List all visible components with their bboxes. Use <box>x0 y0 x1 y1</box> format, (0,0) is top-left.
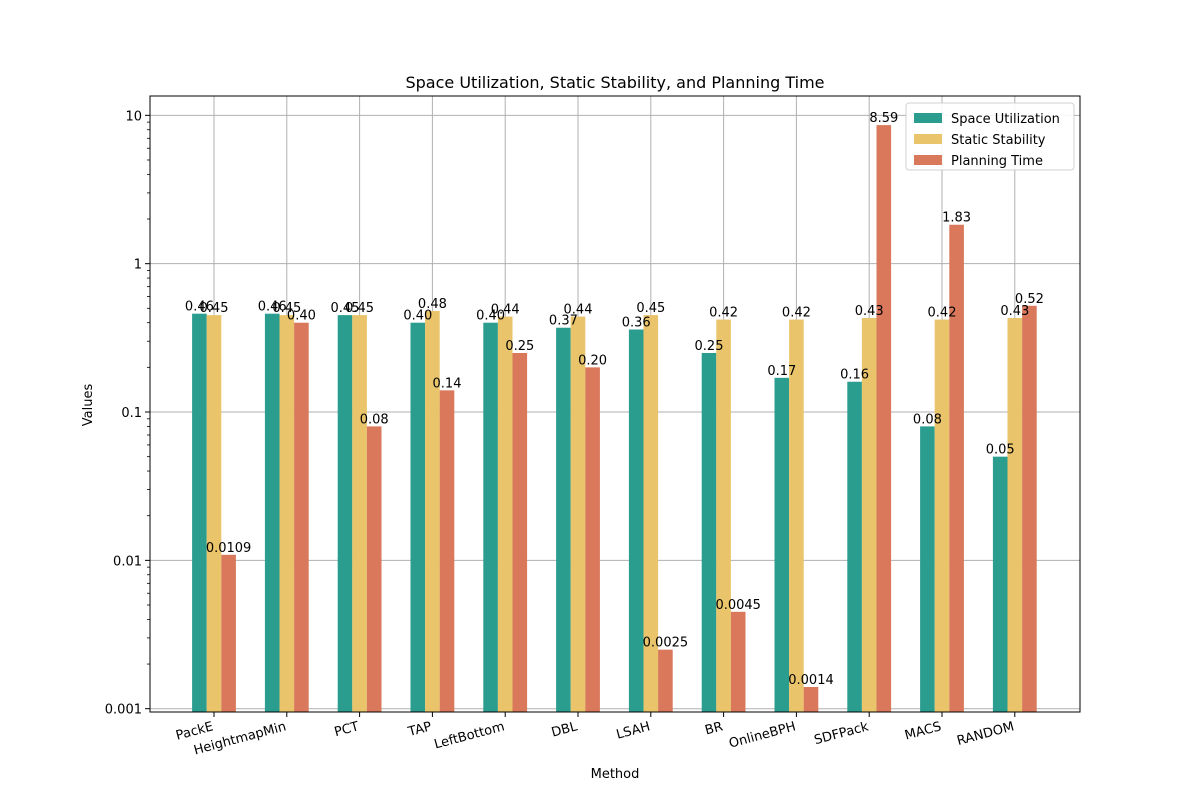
legend-box <box>905 102 1075 171</box>
bar <box>949 224 964 712</box>
bar-value-label: 0.44 <box>564 303 593 318</box>
bar <box>294 322 309 712</box>
bar-value-label: 0.45 <box>272 301 301 316</box>
bar-value-label: 0.42 <box>928 306 957 321</box>
bar-value-label: 0.48 <box>418 297 447 312</box>
legend-swatch <box>914 134 942 144</box>
bar-value-label: 0.44 <box>491 303 520 318</box>
x-tick-label: TAP <box>406 719 434 740</box>
legend: Space Utilization Static Stability Plannin… <box>905 102 1075 171</box>
bar-value-label: 0.08 <box>360 412 389 427</box>
bar-value-label: 0.17 <box>767 364 796 379</box>
y-tick-label: 0.001 <box>105 703 142 718</box>
legend-swatch <box>914 155 942 165</box>
x-axis-label: Method <box>591 767 640 782</box>
bar <box>585 367 600 712</box>
bar <box>1007 318 1023 712</box>
bar-value-label: 0.45 <box>331 301 360 316</box>
bar-value-label: 0.16 <box>840 368 869 383</box>
chart-title: Space Utilization, Static Stability, and… <box>405 73 824 92</box>
bar <box>803 687 819 712</box>
bar-value-label: 0.42 <box>709 306 738 321</box>
x-tick-label: DBL <box>550 719 580 740</box>
y-tick-label: 10 <box>125 109 142 124</box>
bar <box>512 352 528 712</box>
bar <box>483 322 498 712</box>
bar <box>920 426 935 712</box>
bar <box>658 649 673 712</box>
y-tick-label: 1 <box>134 258 142 273</box>
bar-value-label: 0.40 <box>403 309 432 324</box>
bar <box>264 313 280 712</box>
bar-value-labels: 0.46 0.46 0.450.40 0.40 0.37 0.360.250.17 0.16… <box>185 111 1044 688</box>
legend-swatch <box>914 113 942 123</box>
y-tick-label: 0.01 <box>113 554 142 569</box>
bar <box>628 329 644 712</box>
bar-value-label: 0.45 <box>200 301 229 316</box>
bar <box>366 426 382 712</box>
bar-value-label: 0.43 <box>855 304 884 319</box>
bar <box>730 611 746 712</box>
bar <box>425 310 440 712</box>
bar <box>876 125 892 713</box>
bar-value-label: 0.08 <box>913 412 942 427</box>
bar <box>789 319 804 712</box>
x-tick-label: BR <box>703 719 724 738</box>
bar <box>279 315 295 712</box>
bar-value-label: 8.59 <box>869 111 898 126</box>
bar-value-label: 0.0045 <box>715 598 761 613</box>
bar-value-label: 0.0109 <box>206 541 252 556</box>
bars <box>192 125 1037 713</box>
bar <box>192 313 207 712</box>
bar <box>934 319 950 712</box>
bar-value-label: 0.36 <box>622 315 651 330</box>
bar <box>556 327 571 712</box>
bar <box>1022 305 1037 712</box>
bar-value-label: 0.45 <box>636 301 665 316</box>
bar <box>352 315 367 712</box>
plot-frame <box>149 95 1081 713</box>
bar-value-label: 0.40 <box>287 309 316 324</box>
bar <box>847 381 862 712</box>
legend-label: Space Utilization <box>951 112 1060 127</box>
bar <box>337 315 353 712</box>
bar-value-label: 0.0014 <box>788 673 834 688</box>
y-axis-label: Values <box>81 384 96 427</box>
bar <box>206 315 222 712</box>
bar-value-label: 0.40 <box>476 309 505 324</box>
bar-value-label: 0.14 <box>433 376 462 391</box>
bar <box>716 319 731 712</box>
bar <box>992 456 1008 712</box>
bar <box>861 318 877 712</box>
bar-value-label: 0.05 <box>986 443 1015 458</box>
bar <box>701 352 717 712</box>
bar-value-label: 0.45 <box>345 301 374 316</box>
bar-value-label: 0.46 <box>258 300 287 315</box>
bar-value-label: 0.20 <box>578 353 607 368</box>
bar <box>497 316 513 712</box>
bar <box>643 315 659 712</box>
bar <box>221 554 236 712</box>
legend-label: Planning Time <box>951 154 1043 169</box>
bar-value-label: 0.0025 <box>643 636 689 651</box>
bar <box>570 316 586 712</box>
y-tick-label: 0.1 <box>121 406 142 421</box>
bar-value-label: 0.25 <box>505 339 534 354</box>
bar <box>774 377 790 712</box>
bar-value-label: 0.37 <box>549 314 578 329</box>
legend-label: Static Stability <box>951 133 1046 148</box>
bar-value-label: 0.42 <box>782 306 811 321</box>
bar-value-label: 0.43 <box>1000 304 1029 319</box>
x-tick-label: PCT <box>333 719 361 740</box>
bar <box>439 390 455 712</box>
bar-value-label: 0.46 <box>185 300 214 315</box>
bar-value-label: 0.52 <box>1015 292 1044 307</box>
bar-value-label: 0.25 <box>695 339 724 354</box>
bar-value-label: 1.83 <box>942 211 971 226</box>
bar <box>410 322 426 712</box>
